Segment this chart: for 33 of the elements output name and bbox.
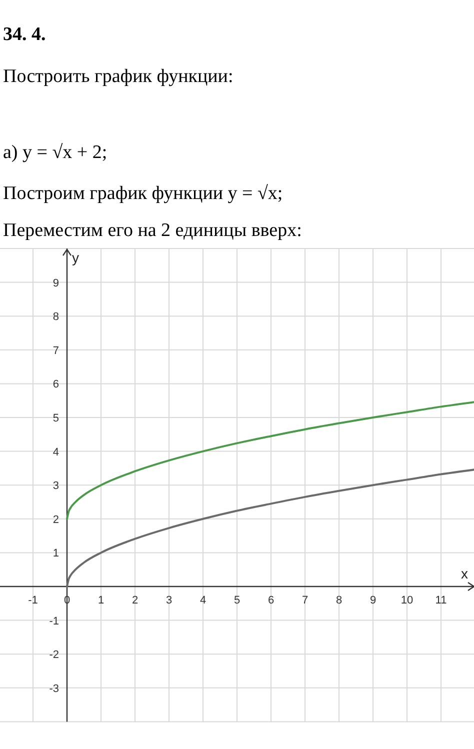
y-tick-label: 5 [52, 412, 59, 424]
y-tick-label: 8 [52, 311, 59, 324]
x-axis-title: x [461, 566, 468, 582]
y-tick-label: 6 [52, 378, 59, 391]
x-tick-label: 8 [336, 594, 342, 606]
text: а) y = √x + 2; [3, 142, 108, 163]
text: Переместим его на 2 единицы вверх: [3, 220, 302, 241]
y-tick-label: -1 [49, 615, 59, 628]
y-tick-label: 9 [52, 277, 59, 290]
x-tick-label: 7 [302, 594, 308, 606]
y-tick-label: 3 [52, 480, 59, 492]
x-tick-label: 2 [132, 594, 138, 606]
y-tick-label: 1 [52, 548, 59, 560]
x-tick-label: 11 [435, 594, 447, 606]
text: Построим график функции y = √x; [3, 183, 283, 204]
y-axis-title: y [72, 250, 79, 266]
x-tick-label: 1 [98, 594, 104, 606]
y-tick-label: -3 [49, 682, 59, 695]
chart-subtitle: Построить график функции: [3, 66, 234, 87]
x-tick-label: 4 [200, 594, 206, 606]
x-tick-label: 10 [400, 594, 414, 606]
x-tick-label: 3 [166, 594, 172, 606]
line-series [66, 400, 474, 520]
line-series [66, 468, 474, 588]
x-tick-label: 5 [234, 594, 240, 606]
y-tick-label: 2 [52, 514, 59, 526]
x-tick-label: 9 [370, 594, 376, 606]
x-tick-label: -1 [28, 594, 38, 606]
x-tick-label: 6 [268, 594, 274, 606]
chart-title: 34. 4. [3, 24, 46, 45]
y-tick-label: 7 [52, 344, 59, 357]
y-tick-label: 4 [52, 446, 59, 458]
y-tick-label: -2 [49, 649, 59, 662]
